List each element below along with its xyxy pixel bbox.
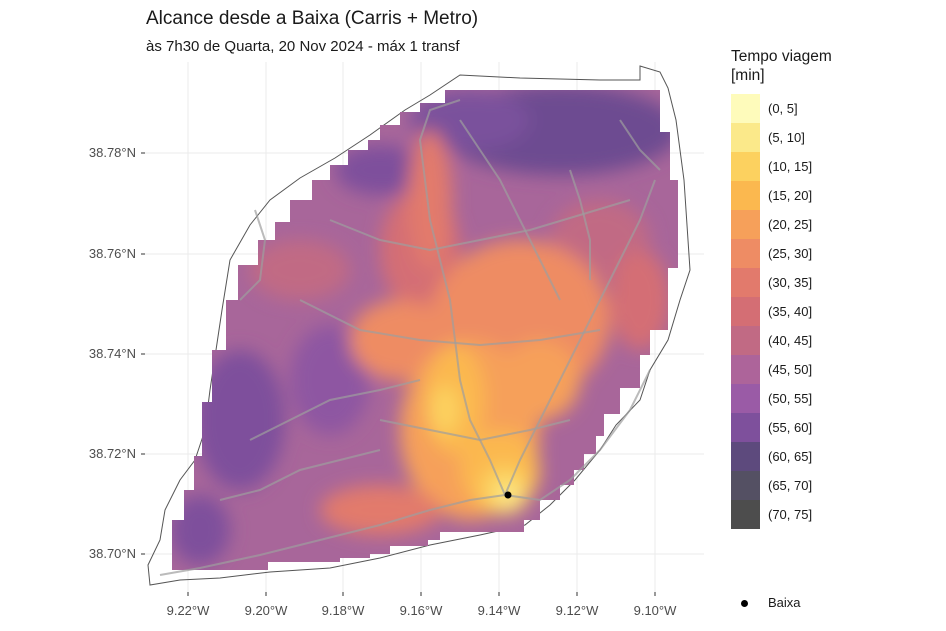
legend-label: (40, 45] xyxy=(768,333,813,348)
x-tick-label: 9.10°W xyxy=(633,603,677,618)
baixa-point xyxy=(504,491,512,499)
legend-label: (30, 35] xyxy=(768,275,813,290)
legend-label: (65, 70] xyxy=(768,478,813,493)
legend-swatch xyxy=(731,123,760,152)
legend-item: (70, 75] xyxy=(731,500,931,529)
y-tick-label: 38.72°N xyxy=(88,446,136,461)
legend-label: (20, 25] xyxy=(768,217,813,232)
x-tick-label: 9.14°W xyxy=(477,603,521,618)
legend-label: (70, 75] xyxy=(768,507,813,522)
legend-item: (0, 5] xyxy=(731,94,931,123)
legend-label: (35, 40] xyxy=(768,304,813,319)
legend-swatch xyxy=(731,355,760,384)
y-tick-label: 38.74°N xyxy=(88,346,136,361)
legend-title-line2: [min] xyxy=(731,67,765,84)
point-legend-marker xyxy=(741,600,748,607)
legend-swatch xyxy=(731,239,760,268)
legend-item: (65, 70] xyxy=(731,471,931,500)
point-legend: Baixa xyxy=(731,592,851,614)
legend-label: (15, 20] xyxy=(768,188,813,203)
legend-label: (5, 10] xyxy=(768,130,805,145)
legend-item: (10, 15] xyxy=(731,152,931,181)
axis-ticks xyxy=(141,152,656,596)
legend-item: (15, 20] xyxy=(731,181,931,210)
legend-item: (5, 10] xyxy=(731,123,931,152)
legend-item: (45, 50] xyxy=(731,355,931,384)
x-tick-label: 9.20°W xyxy=(244,603,288,618)
legend-item: (35, 40] xyxy=(731,297,931,326)
legend-item: (30, 35] xyxy=(731,268,931,297)
legend-swatch xyxy=(731,297,760,326)
y-tick-label: 38.78°N xyxy=(88,145,136,160)
x-tick-label: 9.18°W xyxy=(321,603,365,618)
legend-swatch xyxy=(731,384,760,413)
legend-swatch xyxy=(731,268,760,297)
legend-swatch xyxy=(731,152,760,181)
legend-swatch xyxy=(731,500,760,529)
legend-item: (60, 65] xyxy=(731,442,931,471)
legend-item: (55, 60] xyxy=(731,413,931,442)
legend-label: (0, 5] xyxy=(768,101,798,116)
legend-label: (10, 15] xyxy=(768,159,813,174)
y-tick-label: 38.76°N xyxy=(88,246,136,261)
road-network xyxy=(159,99,661,576)
x-tick-label: 9.22°W xyxy=(166,603,210,618)
legend-label: (60, 65] xyxy=(768,449,813,464)
legend-item: (20, 25] xyxy=(731,210,931,239)
legend-label: (45, 50] xyxy=(768,362,813,377)
legend-label: (55, 60] xyxy=(768,420,813,435)
legend-swatch xyxy=(731,413,760,442)
x-tick-label: 9.12°W xyxy=(555,603,599,618)
city-boundary xyxy=(147,65,691,586)
legend-title-line1: Tempo viagem xyxy=(731,48,832,65)
legend-swatch xyxy=(731,326,760,355)
legend-item: (50, 55] xyxy=(731,384,931,413)
legend-swatch xyxy=(731,94,760,123)
legend-swatch xyxy=(731,442,760,471)
legend-title: Tempo viagem [min] xyxy=(731,47,832,85)
chart-subtitle: às 7h30 de Quarta, 20 Nov 2024 - máx 1 t… xyxy=(146,38,460,55)
x-tick-label: 9.16°W xyxy=(399,603,443,618)
chart-title: Alcance desde a Baixa (Carris + Metro) xyxy=(146,8,479,29)
point-legend-label: Baixa xyxy=(768,595,801,610)
legend-item: (40, 45] xyxy=(731,326,931,355)
legend-swatch xyxy=(731,471,760,500)
legend-item: (25, 30] xyxy=(731,239,931,268)
legend-swatch xyxy=(731,181,760,210)
legend-label: (25, 30] xyxy=(768,246,813,261)
legend-swatch xyxy=(731,210,760,239)
y-tick-label: 38.70°N xyxy=(88,546,136,561)
legend-label: (50, 55] xyxy=(768,391,813,406)
